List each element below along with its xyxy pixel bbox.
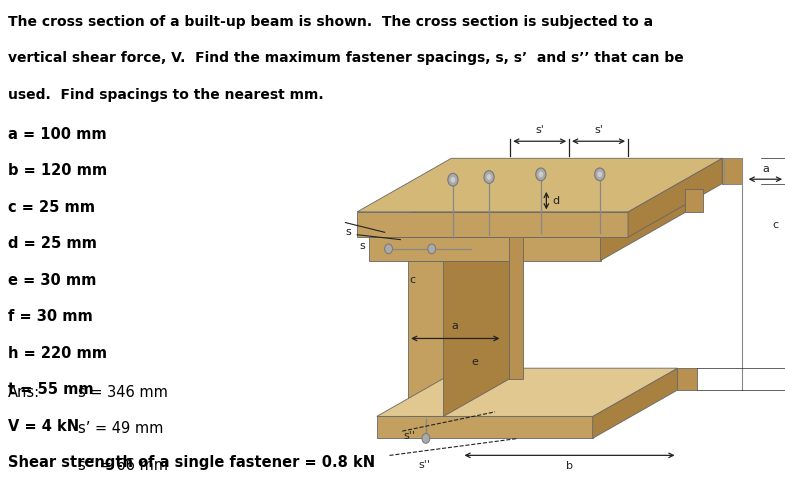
Text: s': s' <box>594 125 603 135</box>
Polygon shape <box>369 189 685 237</box>
Text: Ans:: Ans: <box>8 385 40 400</box>
Polygon shape <box>509 223 523 379</box>
Polygon shape <box>357 158 722 212</box>
Polygon shape <box>601 189 685 261</box>
Circle shape <box>428 244 436 254</box>
Text: s’’ = 66 mm: s’’ = 66 mm <box>78 458 169 473</box>
Text: Shear strength of a single fastener = 0.8 kN: Shear strength of a single fastener = 0.… <box>8 455 375 470</box>
Text: t = 55 mm: t = 55 mm <box>8 382 93 397</box>
Text: s: s <box>345 227 352 237</box>
Polygon shape <box>408 223 509 261</box>
Polygon shape <box>677 368 697 390</box>
Circle shape <box>597 171 602 177</box>
Polygon shape <box>725 158 742 184</box>
Text: a: a <box>762 164 769 174</box>
Text: s: s <box>360 241 365 251</box>
Circle shape <box>422 433 430 443</box>
Text: b = 120 mm: b = 120 mm <box>8 163 107 178</box>
Circle shape <box>487 174 491 180</box>
Text: a = 100 mm: a = 100 mm <box>8 127 107 142</box>
Text: d: d <box>552 196 560 206</box>
Polygon shape <box>444 223 509 416</box>
Polygon shape <box>685 189 703 212</box>
Circle shape <box>484 170 495 183</box>
Text: The cross section of a built-up beam is shown.  The cross section is subjected t: The cross section of a built-up beam is … <box>8 15 653 29</box>
Circle shape <box>539 171 543 177</box>
Text: s': s' <box>535 125 544 135</box>
Text: V = 4 kN: V = 4 kN <box>8 419 79 434</box>
Text: d = 25 mm: d = 25 mm <box>8 236 97 251</box>
Text: s = 346 mm: s = 346 mm <box>78 385 168 400</box>
Text: e: e <box>472 357 478 367</box>
Text: s'': s'' <box>418 460 430 470</box>
Circle shape <box>535 168 546 181</box>
Text: s'': s'' <box>403 431 415 441</box>
Text: used.  Find spacings to the nearest mm.: used. Find spacings to the nearest mm. <box>8 88 323 102</box>
Polygon shape <box>593 368 677 438</box>
Circle shape <box>595 168 604 181</box>
Polygon shape <box>369 237 601 261</box>
Text: c: c <box>409 275 415 285</box>
Circle shape <box>447 173 458 186</box>
Text: h = 220 mm: h = 220 mm <box>8 346 107 361</box>
Polygon shape <box>377 416 593 438</box>
Text: c: c <box>772 220 778 230</box>
Polygon shape <box>377 368 677 416</box>
Text: b: b <box>566 461 573 471</box>
Text: a: a <box>452 321 458 331</box>
Text: f = 30 mm: f = 30 mm <box>8 309 93 324</box>
Text: vertical shear force, V.  Find the maximum fastener spacings, s, s’  and s’’ tha: vertical shear force, V. Find the maximu… <box>8 51 684 65</box>
Circle shape <box>451 177 455 183</box>
Polygon shape <box>357 212 628 237</box>
Text: s’ = 49 mm: s’ = 49 mm <box>78 421 164 436</box>
Polygon shape <box>628 158 722 237</box>
Polygon shape <box>722 158 739 184</box>
Text: e = 30 mm: e = 30 mm <box>8 273 97 288</box>
Text: c = 25 mm: c = 25 mm <box>8 200 95 215</box>
Circle shape <box>385 244 392 254</box>
Polygon shape <box>408 261 444 416</box>
